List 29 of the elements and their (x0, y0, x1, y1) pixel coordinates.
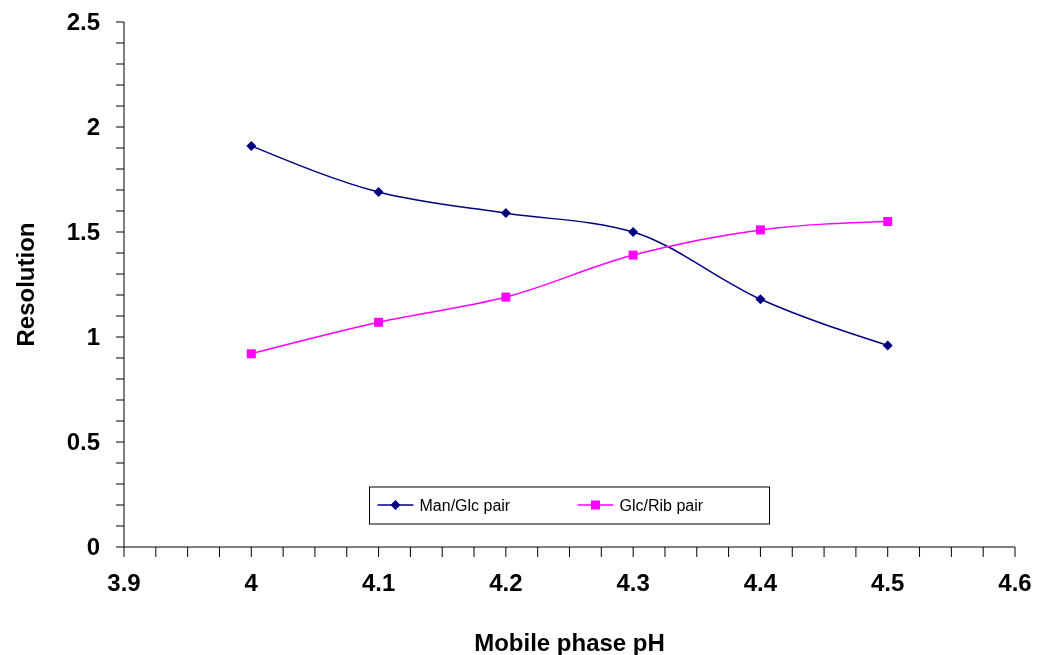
x-tick-label: 4.1 (361, 569, 396, 596)
point (883, 217, 893, 226)
point (374, 317, 384, 327)
y-tick-label: 0 (86, 533, 100, 560)
point (755, 225, 765, 235)
point (500, 208, 511, 219)
y-tick-label: 0.5 (66, 428, 100, 455)
y-tick-label: 1 (86, 323, 100, 350)
x-tick-label: 4.5 (871, 569, 905, 596)
y-tick-label: 1.5 (66, 218, 100, 245)
point (246, 140, 257, 151)
x-tick-label: 4.6 (998, 569, 1032, 596)
point (373, 187, 384, 198)
point (246, 349, 256, 359)
x-tick-label: 4.4 (743, 569, 778, 596)
point (501, 292, 511, 302)
y-tick-label: 2 (86, 113, 100, 140)
point (628, 250, 638, 260)
point (755, 294, 766, 305)
point (882, 340, 893, 351)
x-tick-label: 4.2 (489, 569, 523, 596)
y-axis-title: Resolution (12, 222, 39, 347)
legend-label: Man/Glc pair (419, 497, 511, 514)
x-tick-label: 3.9 (107, 569, 141, 596)
point (628, 227, 639, 237)
x-tick-label: 4.3 (616, 569, 650, 596)
legend-label: Glc/Rib pair (619, 497, 704, 514)
y-tick-label: 2.5 (66, 8, 100, 35)
x-tick-label: 4 (244, 569, 259, 596)
